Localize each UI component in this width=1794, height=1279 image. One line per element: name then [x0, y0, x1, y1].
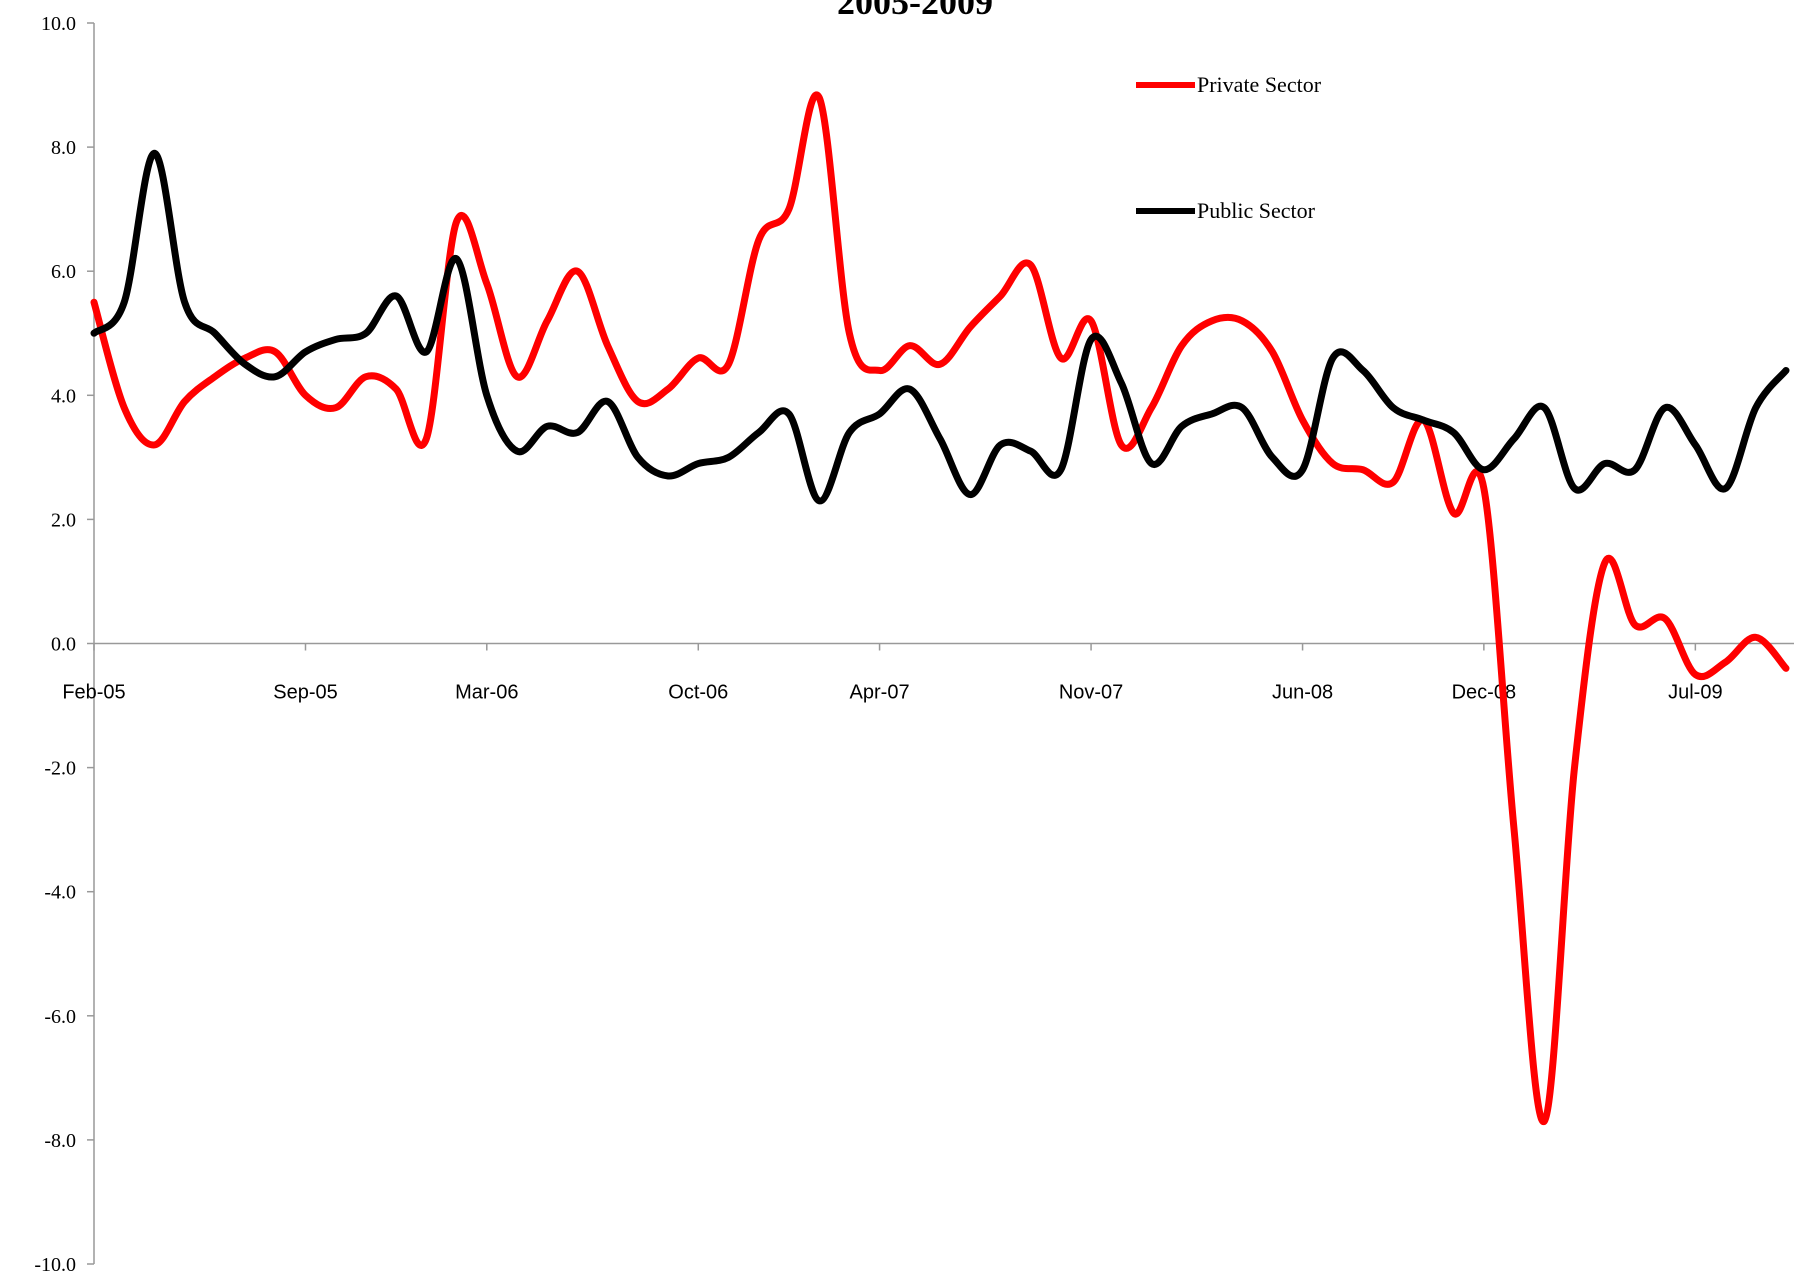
y-tick-label: -4.0 — [44, 882, 76, 904]
x-tick-label: Sep-05 — [273, 682, 338, 704]
y-tick-label: 6.0 — [51, 261, 76, 283]
y-tick-label: -6.0 — [44, 1006, 76, 1028]
y-tick-label: 4.0 — [51, 385, 76, 407]
x-tick-label: Nov-07 — [1059, 682, 1123, 704]
x-tick-label: Jun-08 — [1272, 682, 1333, 704]
y-tick-label: -8.0 — [44, 1130, 76, 1152]
y-tick-label: 8.0 — [51, 137, 76, 159]
x-tick-label: Oct-06 — [668, 682, 728, 704]
y-tick-label: -10.0 — [34, 1254, 76, 1276]
y-tick-label: -2.0 — [44, 758, 76, 780]
series-line — [90, 91, 1790, 1125]
x-tick-label: Jul-09 — [1668, 682, 1722, 704]
x-tick-label: Feb-05 — [62, 682, 125, 704]
legend-label: Private Sector — [1197, 72, 1322, 97]
x-tick-label: Mar-06 — [455, 682, 518, 704]
y-tick-label: 2.0 — [51, 509, 76, 531]
y-tick-label: 0.0 — [51, 634, 76, 656]
y-tick-label: 10.0 — [41, 13, 76, 35]
x-tick-label: Apr-07 — [850, 682, 910, 704]
series-line — [90, 149, 1790, 505]
legend-label: Public Sector — [1197, 198, 1316, 223]
chart-title: 2005-2009 — [837, 0, 993, 22]
